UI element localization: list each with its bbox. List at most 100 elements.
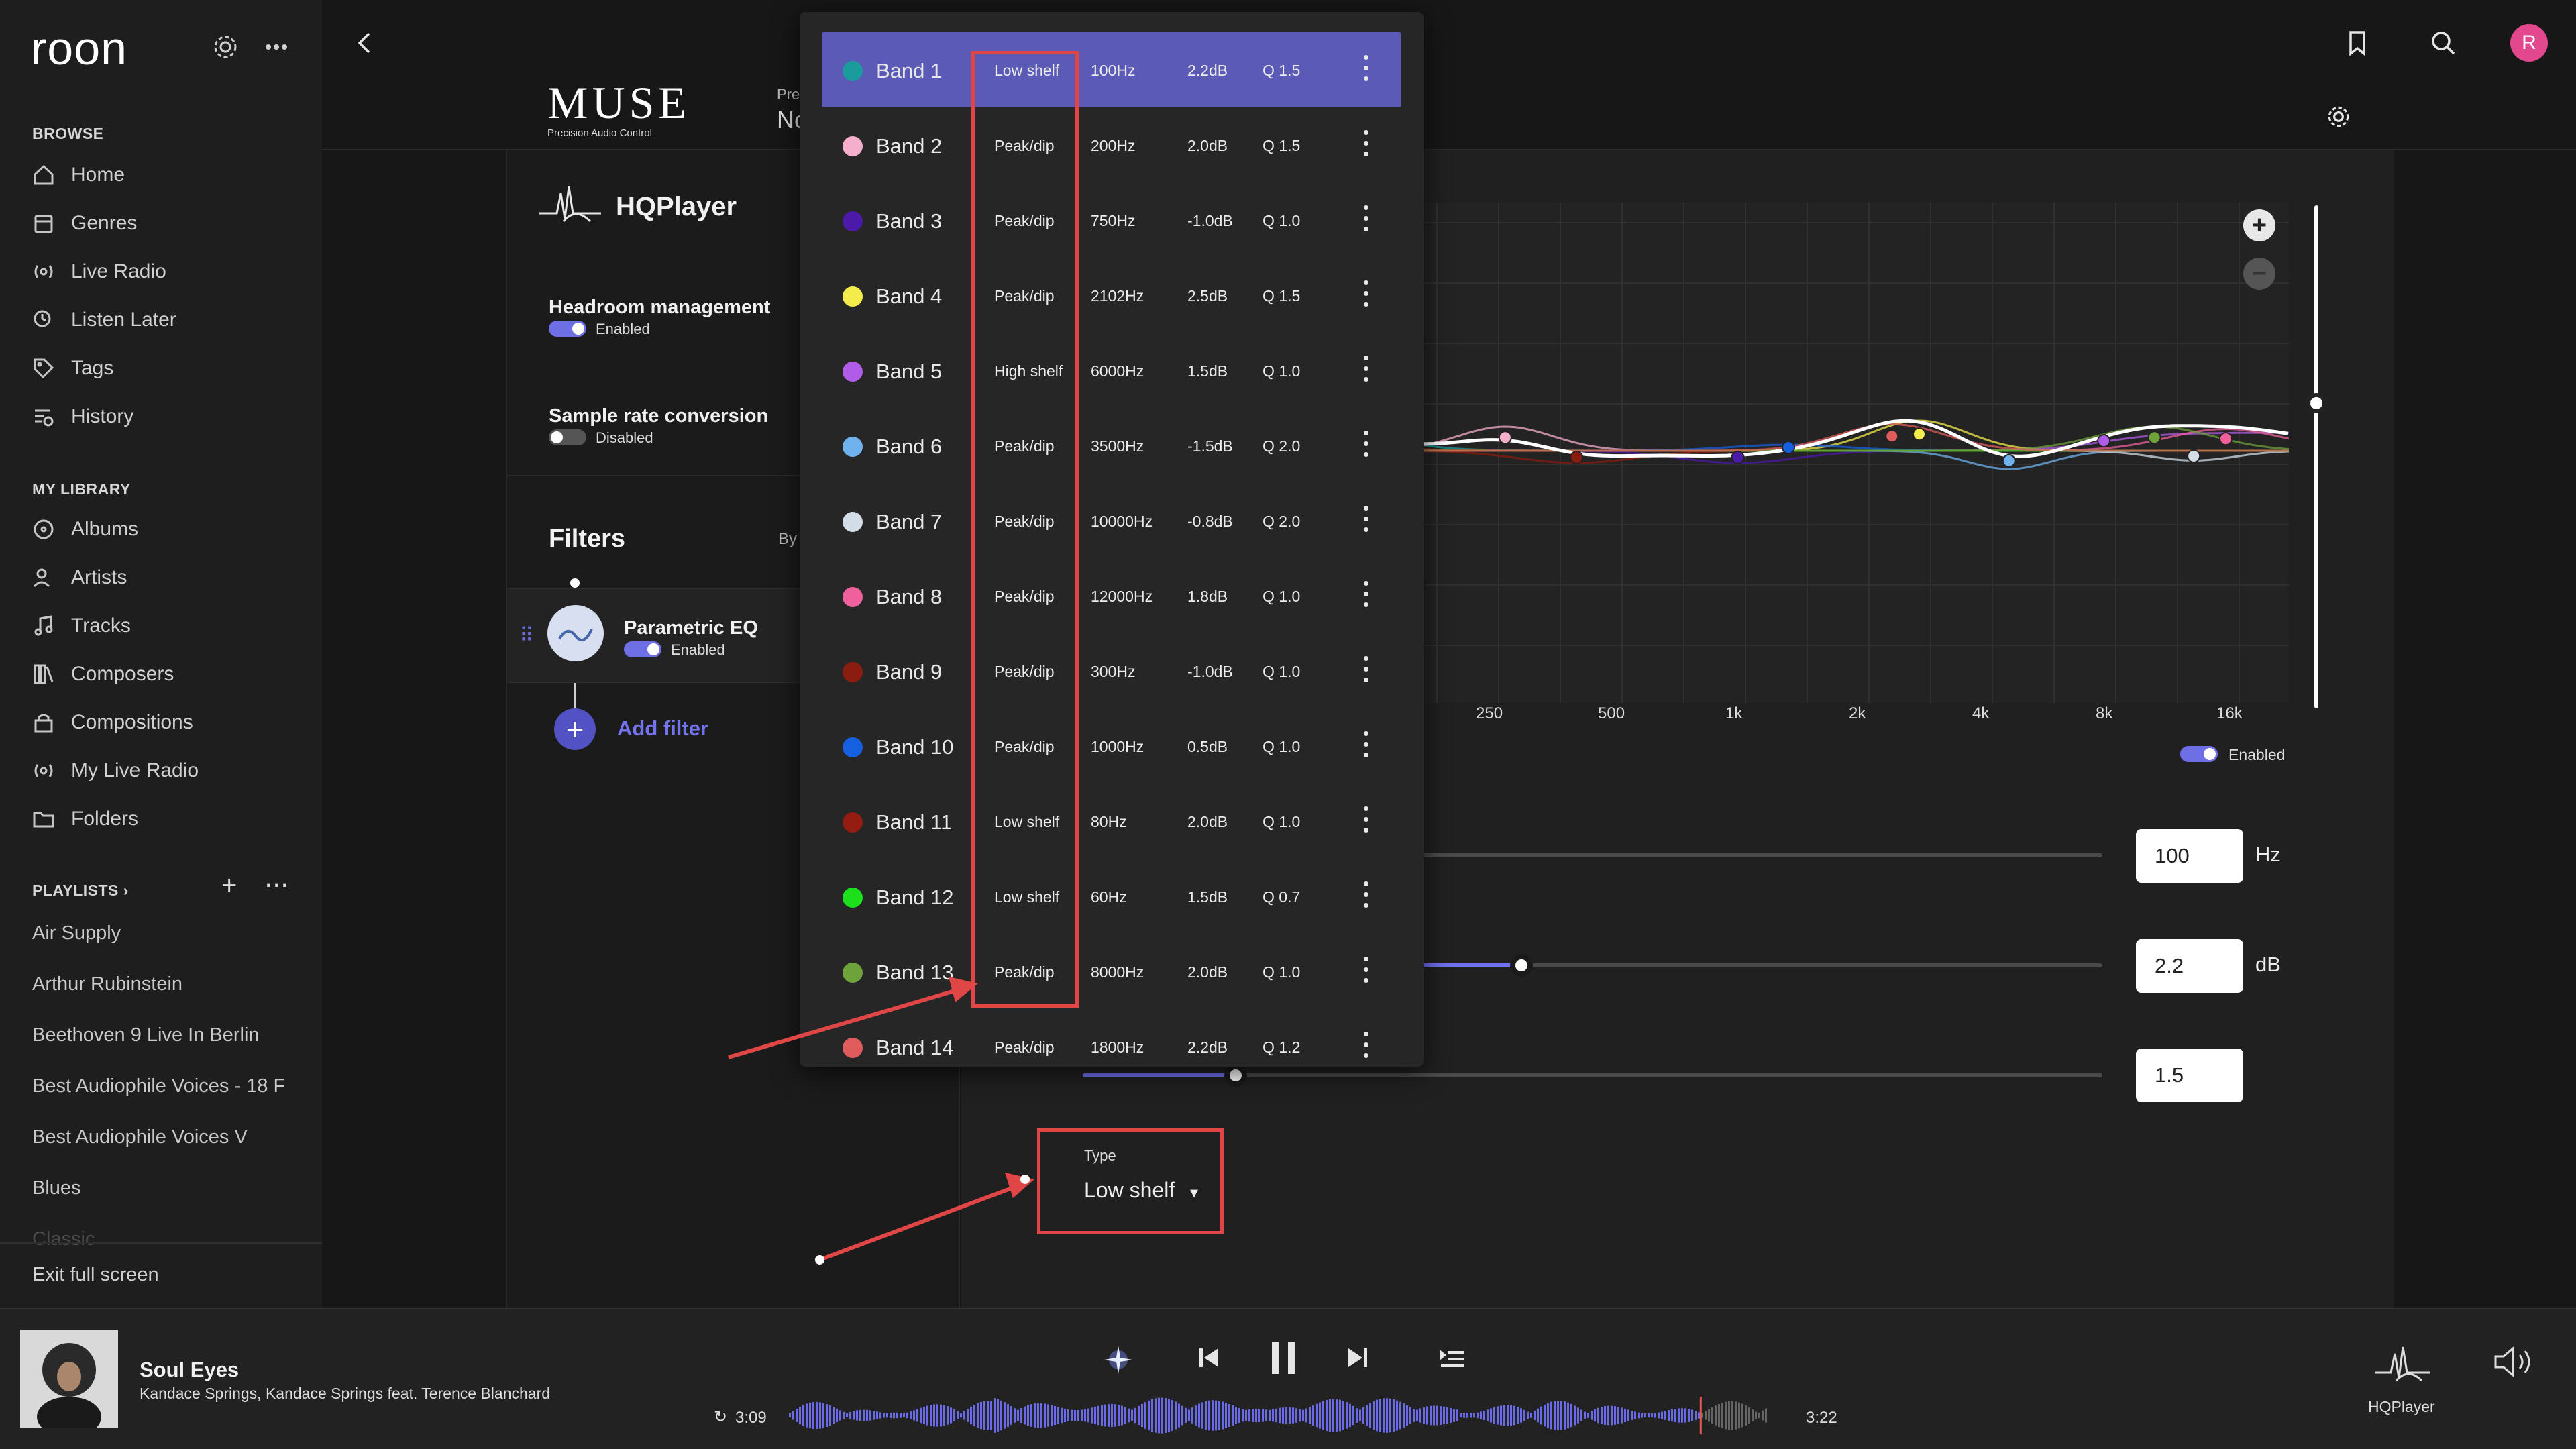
previous-track-icon[interactable]	[1195, 1344, 1222, 1371]
eq-plot[interactable]	[1424, 203, 2289, 703]
sidebar-item-my-live-radio[interactable]: My Live Radio	[32, 754, 199, 788]
add-filter-button[interactable]: Add filter	[617, 716, 709, 740]
sidebar-item-genres[interactable]: Genres	[32, 207, 137, 240]
frequency-input[interactable]: 100	[2136, 829, 2243, 883]
sidebar-item-composers[interactable]: Composers	[32, 657, 174, 691]
zoom-out-button[interactable]: −	[2243, 258, 2275, 290]
add-filter-icon[interactable]: +	[554, 708, 596, 750]
playlist-item[interactable]: Best Audiophile Voices - 18 F	[32, 1075, 286, 1097]
type-select[interactable]: Low shelf ▼	[1084, 1178, 1201, 1203]
sidebar-item-listen-later[interactable]: Listen Later	[32, 303, 176, 337]
dsp-settings-icon[interactable]	[2325, 103, 2352, 130]
band-more-icon[interactable]	[1360, 806, 1371, 837]
zoom-in-button[interactable]: +	[2243, 209, 2275, 241]
seek-waveform[interactable]	[789, 1395, 1768, 1436]
song-title[interactable]: Soul Eyes	[140, 1358, 239, 1381]
plot-gain-slider[interactable]	[2314, 205, 2318, 708]
sidebar-item-history[interactable]: History	[32, 400, 133, 433]
sidebar-item-live-radio[interactable]: Live Radio	[32, 255, 166, 288]
src-toggle[interactable]	[549, 429, 586, 445]
queue-icon[interactable]	[1438, 1347, 1465, 1371]
avatar[interactable]: R	[2510, 24, 2548, 62]
next-track-icon[interactable]	[1344, 1344, 1371, 1371]
album-art[interactable]	[20, 1330, 118, 1428]
band-row[interactable]: Band 5 High shelf 6000Hz 1.5dB Q 1.0	[822, 333, 1401, 408]
playlists-heading[interactable]: PLAYLISTS ›	[32, 881, 129, 900]
q-slider-handle[interactable]	[1224, 1064, 1247, 1087]
x-tick-label: 250	[1476, 704, 1503, 722]
band-row[interactable]: Band 10 Peak/dip 1000Hz 0.5dB Q 1.0	[822, 708, 1401, 784]
more-icon[interactable]	[262, 32, 291, 62]
band-row[interactable]: Band 13 Peak/dip 8000Hz 2.0dB Q 1.0	[822, 934, 1401, 1009]
settings-icon[interactable]	[211, 32, 240, 62]
bookmark-icon[interactable]	[2343, 28, 2372, 58]
sidebar-item-tracks[interactable]: Tracks	[32, 609, 131, 643]
plot-enabled-toggle[interactable]	[2180, 746, 2218, 762]
src-status: Disabled	[596, 429, 653, 446]
gain-slider-handle[interactable]	[1509, 954, 1533, 977]
q-slider[interactable]	[1083, 1073, 2102, 1077]
band-more-icon[interactable]	[1360, 431, 1371, 462]
band-more-icon[interactable]	[1360, 506, 1371, 537]
band-more-icon[interactable]	[1360, 130, 1371, 161]
volume-icon[interactable]	[2491, 1346, 2534, 1378]
back-arrow-icon[interactable]	[350, 28, 380, 58]
playlist-item[interactable]: Air Supply	[32, 922, 121, 944]
q-input[interactable]: 1.5	[2136, 1049, 2243, 1102]
band-row[interactable]: Band 14 Peak/dip 1800Hz 2.2dB Q 1.2	[822, 1009, 1401, 1067]
band-row[interactable]: Band 9 Peak/dip 300Hz -1.0dB Q 1.0	[822, 633, 1401, 708]
band-more-icon[interactable]	[1360, 957, 1371, 987]
sidebar-item-home[interactable]: Home	[32, 158, 125, 192]
band-more-icon[interactable]	[1360, 55, 1371, 86]
playlists-more-icon[interactable]: ⋯	[264, 871, 290, 898]
exit-fullscreen-bar[interactable]: Exit full screen	[0, 1242, 322, 1308]
band-more-icon[interactable]	[1360, 881, 1371, 912]
sidebar-item-compositions[interactable]: Compositions	[32, 706, 193, 739]
band-row[interactable]: Band 11 Low shelf 80Hz 2.0dB Q 1.0	[822, 784, 1401, 859]
sidebar-item-folders[interactable]: Folders	[32, 802, 138, 836]
radio-star-icon[interactable]	[1102, 1343, 1135, 1377]
zone-hqplayer-icon[interactable]	[2372, 1340, 2432, 1387]
gain-input[interactable]: 2.2	[2136, 939, 2243, 993]
sidebar-item-albums[interactable]: Albums	[32, 513, 138, 546]
exit-fullscreen-button[interactable]: Exit full screen	[32, 1264, 159, 1285]
playlist-item[interactable]: Best Audiophile Voices V	[32, 1126, 248, 1148]
band-more-icon[interactable]	[1360, 656, 1371, 687]
band-row[interactable]: Band 12 Low shelf 60Hz 1.5dB Q 0.7	[822, 859, 1401, 934]
drag-handle-icon[interactable]: ⠿	[519, 625, 534, 647]
band-more-icon[interactable]	[1360, 1032, 1371, 1063]
band-more-icon[interactable]	[1360, 581, 1371, 612]
band-row[interactable]: Band 3 Peak/dip 750Hz -1.0dB Q 1.0	[822, 182, 1401, 258]
headroom-toggle[interactable]	[549, 321, 586, 337]
playlist-item[interactable]: Classic	[32, 1228, 95, 1249]
playlist-item[interactable]: Blues	[32, 1177, 81, 1199]
band-row[interactable]: Band 1 Low shelf 100Hz 2.2dB Q 1.5	[822, 32, 1401, 107]
search-icon[interactable]	[2428, 28, 2458, 58]
band-handle	[1570, 450, 1584, 464]
band-row[interactable]: Band 4 Peak/dip 2102Hz 2.5dB Q 1.5	[822, 258, 1401, 333]
gain-slider[interactable]	[1083, 963, 2102, 967]
playlist-item[interactable]: Arthur Rubinstein	[32, 973, 183, 995]
band-list-dropdown[interactable]: Band 1 Low shelf 100Hz 2.2dB Q 1.5 Band 2 Peak…	[800, 12, 1424, 1067]
band-row[interactable]: Band 2 Peak/dip 200Hz 2.0dB Q 1.5	[822, 107, 1401, 182]
parametric-eq-toggle[interactable]	[624, 641, 661, 657]
band-row[interactable]: Band 8 Peak/dip 12000Hz 1.8dB Q 1.0	[822, 558, 1401, 633]
plot-gain-slider-handle[interactable]	[2306, 393, 2326, 413]
pause-icon[interactable]	[1268, 1339, 1299, 1377]
band-more-icon[interactable]	[1360, 356, 1371, 386]
band-more-icon[interactable]	[1360, 280, 1371, 311]
zone-label[interactable]: HQPlayer	[2368, 1398, 2435, 1415]
frequency-slider[interactable]	[1083, 853, 2102, 857]
sidebar-item-artists[interactable]: Artists	[32, 561, 127, 594]
add-playlist-button[interactable]: +	[221, 871, 237, 900]
band-row[interactable]: Band 6 Peak/dip 3500Hz -1.5dB Q 2.0	[822, 408, 1401, 483]
song-artist[interactable]: Kandace Springs, Kandace Springs feat. T…	[140, 1385, 551, 1402]
band-more-icon[interactable]	[1360, 205, 1371, 236]
band-row[interactable]: Band 7 Peak/dip 10000Hz -0.8dB Q 2.0	[822, 483, 1401, 558]
roon-logo[interactable]: roon	[31, 22, 128, 74]
repeat-icon[interactable]: ↻	[714, 1408, 728, 1426]
sidebar-item-tags[interactable]: Tags	[32, 352, 113, 385]
playlist-item[interactable]: Beethoven 9 Live In Berlin	[32, 1024, 260, 1046]
band-more-icon[interactable]	[1360, 731, 1371, 762]
muse-logo: MUSE Precision Audio Control	[547, 79, 690, 139]
